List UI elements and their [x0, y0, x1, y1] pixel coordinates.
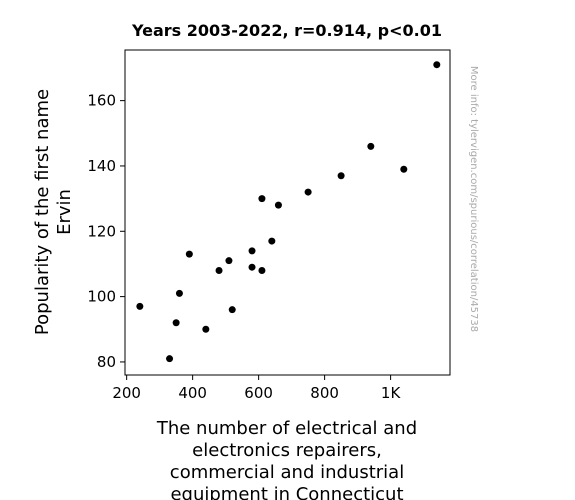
x-axis-label-line: equipment in Connecticut [170, 484, 403, 500]
data-point [400, 165, 408, 173]
data-point [433, 61, 441, 69]
y-axis-label-line: Popularity of the first name [32, 89, 53, 335]
data-point [175, 289, 183, 297]
x-axis-label-line: The number of electrical and [156, 418, 417, 439]
data-point [337, 172, 345, 180]
data-point [172, 319, 180, 327]
x-axis-label: The number of electrical and electronics … [156, 418, 417, 500]
y-tick-label: 160 [87, 92, 116, 110]
data-point [202, 325, 210, 333]
y-axis: 80 100 120 140 160 [87, 92, 125, 371]
data-point [268, 237, 276, 245]
y-tick-label: 140 [87, 157, 116, 175]
plot-area [124, 49, 451, 376]
x-tick-label: 200 [112, 384, 141, 402]
data-point [248, 247, 256, 255]
data-point [136, 302, 144, 310]
x-tick-label: 400 [178, 384, 207, 402]
data-point [274, 201, 282, 209]
x-tick-label: 800 [310, 384, 339, 402]
data-point [367, 142, 375, 150]
data-point [248, 263, 256, 271]
y-tick-label: 100 [87, 288, 116, 306]
data-point [228, 306, 236, 314]
x-tick-label: 600 [244, 384, 273, 402]
x-axis-label-line: commercial and industrial [170, 462, 404, 483]
data-point [258, 266, 266, 274]
data-point [166, 355, 174, 363]
data-point [304, 188, 312, 196]
data-point [258, 195, 266, 203]
x-tick-label: 1K [381, 384, 402, 402]
y-tick-label: 120 [87, 222, 116, 240]
y-axis-label: Popularity of the first nameErvin [32, 89, 75, 335]
x-axis: 200 400 600 800 1K [112, 375, 401, 402]
watermark-text: More info: tylervigen.com/spurious/corre… [468, 66, 479, 332]
chart-title: Years 2003-2022, r=0.914, p<0.01 [131, 21, 442, 40]
data-points [136, 61, 441, 363]
y-axis-label-line: Ervin [54, 189, 75, 235]
data-point [225, 257, 233, 265]
data-point [215, 266, 223, 274]
data-point [185, 250, 193, 258]
x-axis-label-line: electronics repairers, [192, 440, 382, 461]
y-tick-label: 80 [97, 353, 116, 371]
